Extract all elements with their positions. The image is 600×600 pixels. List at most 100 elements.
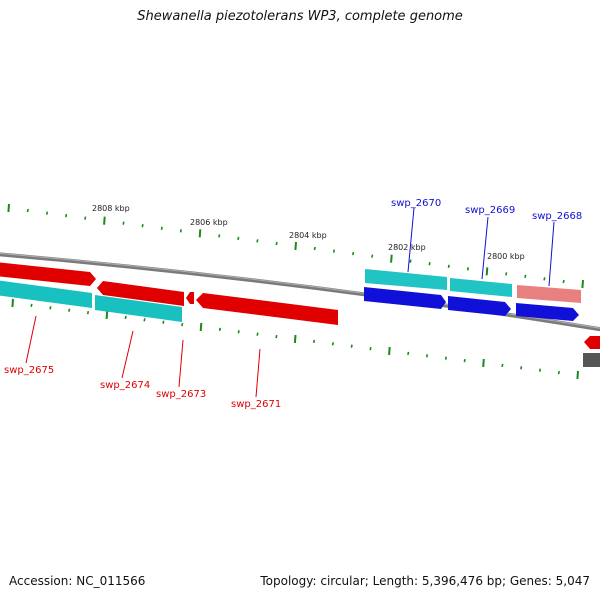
gene-swp_2674-outer[interactable] xyxy=(97,281,184,306)
outer-tick-15 xyxy=(294,241,297,251)
gene-label-swp_2668: swp_2668 xyxy=(532,211,582,222)
outer-tick-30 xyxy=(581,279,584,289)
outer-tick-10 xyxy=(198,229,202,238)
inner-tick-8 xyxy=(162,320,165,324)
gene-label-swp_2671: swp_2671 xyxy=(231,399,281,410)
outer-tick-13 xyxy=(256,239,259,243)
gene-swp_2670-outer[interactable] xyxy=(365,269,447,290)
genome-backbone xyxy=(0,252,600,332)
leader-swp_2674 xyxy=(121,330,134,379)
inner-tick-21 xyxy=(407,351,410,356)
outer-tick-18 xyxy=(352,251,355,256)
leader-swp_2671 xyxy=(255,348,261,398)
outer-tick-6 xyxy=(122,221,125,225)
gene-swp_2671-outer[interactable] xyxy=(196,293,338,325)
gene-label-swp_2669: swp_2669 xyxy=(465,205,515,216)
gene-swp_2674-inner[interactable] xyxy=(95,295,182,322)
inner-tick-24 xyxy=(463,358,466,363)
inner-tick-0 xyxy=(11,298,14,308)
forward-genes-inner-row xyxy=(364,287,579,321)
outer-tick-4 xyxy=(84,216,87,220)
inner-tick-12 xyxy=(237,330,240,334)
inner-tick-14 xyxy=(275,334,278,339)
gene-swp_2675-inner[interactable] xyxy=(0,280,92,308)
gene-label-swp_2675: swp_2675 xyxy=(4,365,54,376)
inner-tick-18 xyxy=(350,344,353,348)
inner-tick-ring xyxy=(11,298,579,380)
outer-tick-24 xyxy=(466,267,469,271)
inner-tick-6 xyxy=(124,315,127,320)
outer-tick-8 xyxy=(160,226,163,230)
gene-swp_2670-inner[interactable] xyxy=(364,287,446,309)
outer-tick-5 xyxy=(103,216,106,225)
inner-tick-15 xyxy=(293,334,297,344)
outer-tick-17 xyxy=(332,249,336,253)
inner-tick-11 xyxy=(218,327,221,332)
outer-tick-23 xyxy=(447,264,450,268)
outer-tick-19 xyxy=(371,254,374,258)
inner-tick-9 xyxy=(181,322,184,327)
leader-swp_2670 xyxy=(407,207,415,273)
gene-partial-right-gray[interactable] xyxy=(583,353,600,367)
inner-tick-2 xyxy=(49,306,52,310)
outer-tick-20 xyxy=(390,254,393,263)
gene-swp_2669-outer[interactable] xyxy=(450,278,512,297)
outer-tick-2 xyxy=(45,211,49,215)
leader-swp_2668 xyxy=(548,221,555,287)
outer-tick-16 xyxy=(313,246,316,251)
inner-tick-4 xyxy=(86,310,90,315)
tick-label-2808: 2808 kbp xyxy=(92,204,130,213)
outer-tick-ring xyxy=(7,203,584,289)
outer-tick-11 xyxy=(218,234,221,238)
gene-swp_2668-outer[interactable] xyxy=(517,285,581,303)
map-title: Shewanella piezotolerans WP3, complete g… xyxy=(137,9,463,24)
inner-tick-27 xyxy=(520,366,523,370)
inner-tick-28 xyxy=(538,368,542,372)
gene-label-swp_2673: swp_2673 xyxy=(156,389,206,400)
inner-tick-17 xyxy=(331,342,334,346)
gene-partial-right-red[interactable] xyxy=(584,336,600,349)
inner-tick-23 xyxy=(444,356,447,360)
tick-label-2804: 2804 kbp xyxy=(289,231,327,240)
accession-label: Accession: NC_011566 xyxy=(9,574,146,588)
inner-tick-25 xyxy=(482,358,485,368)
outer-tick-28 xyxy=(543,277,546,281)
leader-swp_2675 xyxy=(25,315,37,364)
forward-genes-outer-row xyxy=(365,269,581,303)
tick-label-2806: 2806 kbp xyxy=(190,218,228,227)
gene-label-leaders xyxy=(25,207,555,398)
outer-tick-25 xyxy=(485,267,489,276)
gene-label-swp_2670: swp_2670 xyxy=(391,198,441,209)
outer-tick-7 xyxy=(141,224,144,228)
outer-tick-27 xyxy=(524,274,527,279)
inner-tick-1 xyxy=(30,303,33,308)
outer-tick-1 xyxy=(26,208,29,213)
gene-swp_2675-outer[interactable] xyxy=(0,262,96,286)
inner-tick-26 xyxy=(501,363,504,368)
outer-tick-14 xyxy=(275,241,278,246)
gene-swp_2668-inner[interactable] xyxy=(516,303,579,321)
outer-tick-26 xyxy=(505,272,508,276)
gene-label-swp_2674: swp_2674 xyxy=(100,380,150,391)
outer-tick-29 xyxy=(562,279,565,284)
gene-swp_2669-inner[interactable] xyxy=(448,296,511,316)
reverse-genes-inner-row xyxy=(0,280,182,322)
leader-swp_2669 xyxy=(481,216,489,280)
inner-tick-16 xyxy=(312,339,316,344)
inner-tick-10 xyxy=(199,322,203,332)
inner-tick-13 xyxy=(256,332,259,336)
gene-swp_2673-outer[interactable] xyxy=(186,292,194,304)
outer-tick-0 xyxy=(7,203,10,213)
outer-tick-9 xyxy=(179,229,182,233)
outer-tick-12 xyxy=(237,236,240,241)
inner-tick-22 xyxy=(425,354,429,358)
tick-label-2800: 2800 kbp xyxy=(487,252,525,261)
outer-tick-3 xyxy=(65,213,68,218)
genome-summary-label: Topology: circular; Length: 5,396,476 bp… xyxy=(260,574,590,588)
outer-tick-22 xyxy=(428,262,431,266)
inner-tick-30 xyxy=(576,370,579,380)
inner-tick-5 xyxy=(105,310,109,320)
reverse-genes-outer-row xyxy=(0,262,338,325)
